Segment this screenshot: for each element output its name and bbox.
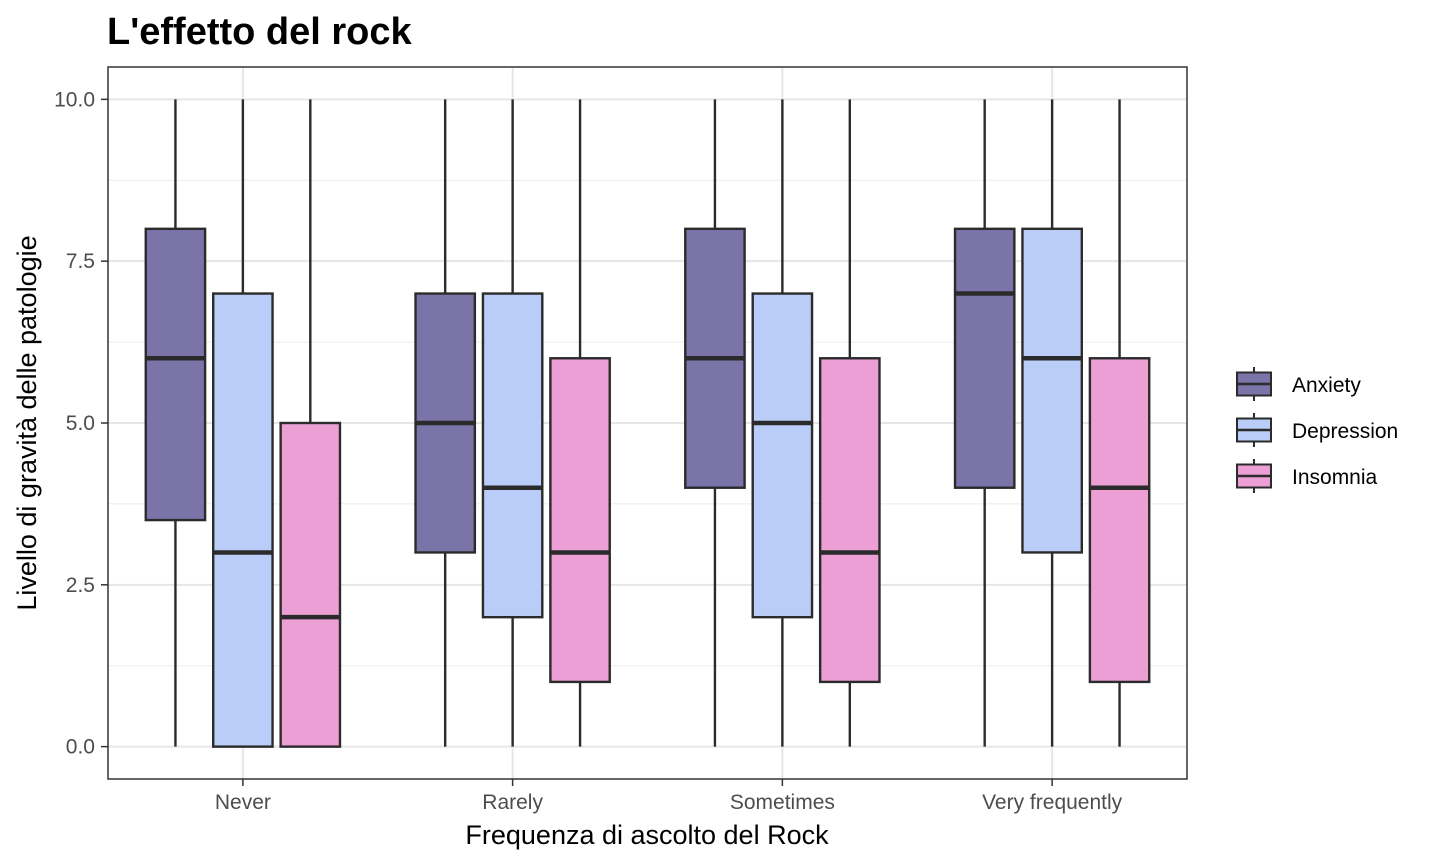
box-body: [1088, 357, 1151, 684]
plot-panel: [107, 66, 1188, 780]
box-anxiety-rarely: [414, 99, 477, 747]
box-body: [212, 292, 274, 748]
box-body: [953, 227, 1016, 489]
x-tick-label: Very frequently: [982, 791, 1123, 814]
legend-label: Depression: [1292, 420, 1398, 443]
chart-title: L'effetto del rock: [107, 11, 412, 53]
box-depression-sometimes: [751, 99, 814, 747]
box-insomnia-sometimes: [818, 99, 881, 747]
legend-label: Anxiety: [1292, 374, 1361, 397]
box-depression-very-frequently: [1021, 99, 1083, 747]
legend-label: Insomnia: [1292, 466, 1378, 489]
box-anxiety-very-frequently: [953, 99, 1016, 747]
box-insomnia-rarely: [549, 99, 611, 747]
legend: Anxiety Depression Insomnia: [1236, 367, 1398, 493]
box-body: [818, 357, 881, 684]
y-tick-label: 7.5: [66, 250, 95, 273]
legend-item-insomnia: Insomnia: [1236, 459, 1378, 493]
box-body: [279, 421, 342, 748]
box-anxiety-never: [144, 99, 207, 747]
legend-item-anxiety: Anxiety: [1236, 367, 1361, 401]
box-body: [144, 227, 207, 522]
box-body: [1021, 227, 1083, 554]
legend-item-depression: Depression: [1236, 413, 1398, 447]
x-tick-label: Sometimes: [730, 791, 835, 814]
box-anxiety-sometimes: [684, 99, 746, 747]
box-depression-rarely: [481, 99, 544, 747]
y-axis: 0.0 2.5 5.0 7.5 10.0: [54, 88, 108, 759]
box-depression-never: [212, 99, 274, 748]
x-axis: Never Rarely Sometimes Very frequently: [215, 779, 1123, 814]
box-body: [549, 357, 611, 684]
x-tick-label: Never: [215, 791, 271, 814]
x-axis-title: Frequenza di ascolto del Rock: [465, 820, 829, 850]
y-tick-label: 0.0: [66, 736, 95, 759]
box-body: [481, 292, 544, 619]
y-tick-label: 10.0: [54, 88, 95, 111]
x-tick-label: Rarely: [482, 791, 543, 814]
y-tick-label: 2.5: [66, 574, 95, 597]
box-body: [751, 292, 814, 619]
y-axis-title: Livello di gravità delle patologie: [12, 235, 42, 610]
box-insomnia-very-frequently: [1088, 99, 1151, 747]
y-tick-label: 5.0: [66, 412, 95, 435]
box-insomnia-never: [279, 99, 342, 748]
